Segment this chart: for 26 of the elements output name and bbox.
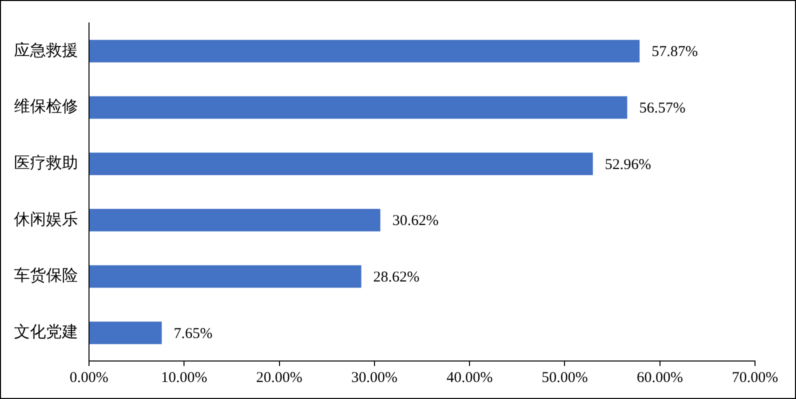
x-tick-label: 60.00% [636,370,683,386]
x-tick-label: 50.00% [542,370,588,386]
x-tick-label: 40.00% [446,370,493,386]
x-tick-label: 0.00% [70,370,108,386]
y-tick-label: 文化党建 [14,323,78,342]
data-label: 7.65% [174,326,213,342]
x-tick-label: 20.00% [256,370,302,386]
data-label: 52.96% [604,156,652,173]
x-tick-label: 70.00% [732,370,778,386]
data-label: 57.87% [652,44,698,60]
bar [90,322,162,344]
y-tick-label: 休闲娱乐 [14,210,78,228]
bar [90,152,593,176]
data-label: 28.62% [373,269,420,286]
bar [90,265,362,288]
data-label: 56.57% [639,100,686,116]
bar [90,40,640,62]
y-tick-label: 维保检修 [14,98,78,116]
bar [90,96,628,119]
x-tick-label: 10.00% [161,370,208,386]
y-tick-label: 医疗救助 [14,154,78,172]
y-tick-label: 车货保险 [14,266,78,285]
x-tick-label: 30.00% [351,370,398,386]
y-tick-label: 应急救援 [14,41,78,60]
data-label: 30.62% [392,213,439,230]
bar [90,208,380,232]
